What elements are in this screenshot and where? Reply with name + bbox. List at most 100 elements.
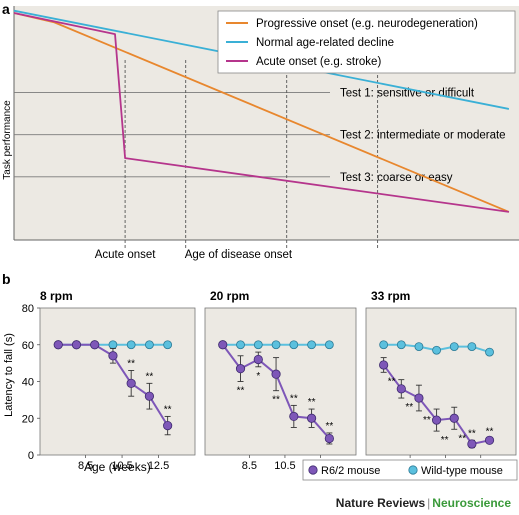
legend-label-2: Acute onset (e.g. stroke) <box>256 56 381 68</box>
journal-name: Nature Reviews <box>335 496 426 510</box>
wildtype-point <box>396 340 406 350</box>
x-annotation-1: Age of disease onset <box>185 249 293 261</box>
r62-point <box>306 413 317 423</box>
r62-point <box>414 393 424 403</box>
r62-point <box>144 391 155 401</box>
wildtype-point <box>449 342 459 351</box>
threshold-label-2: Test 2: intermediate or moderate <box>340 130 506 142</box>
wildtype-point <box>108 340 118 350</box>
panel-label-a: a <box>2 1 10 17</box>
footer-separator: | <box>427 496 431 510</box>
wildtype-point <box>324 340 334 350</box>
wildtype-point <box>485 347 494 357</box>
journal-footer: Nature Reviews | Neuroscience <box>336 496 511 510</box>
wildtype-point <box>126 340 136 350</box>
r62-point <box>431 415 442 425</box>
wildtype-point <box>145 340 154 350</box>
significance-mark: ** <box>388 376 396 387</box>
r62-point <box>379 360 389 370</box>
subplot-33-rpm: 8.510.512.5************** <box>365 307 517 472</box>
r62-point <box>235 364 246 374</box>
subplot-background <box>365 307 517 456</box>
significance-mark: ** <box>325 421 333 432</box>
r62-point <box>396 384 406 394</box>
significance-mark: ** <box>486 426 494 437</box>
y-tick-label: 40 <box>22 377 34 389</box>
r62-point <box>163 420 173 431</box>
significance-mark: ** <box>468 428 476 439</box>
wildtype-point <box>307 340 316 350</box>
panel-b-legend: R6/2 mouse Wild-type mouse <box>302 459 518 481</box>
wildtype-point <box>467 342 477 351</box>
panel-b-title-8rpm: 8 rpm <box>40 289 73 303</box>
y-tick-label: 60 <box>22 340 34 352</box>
wildtype-point <box>253 340 263 350</box>
panel-a: Task performance Test 1: sensitive or di… <box>2 6 519 261</box>
significance-mark: ** <box>146 371 154 382</box>
panel-label-b: b <box>2 271 11 287</box>
significance-mark: ** <box>458 433 466 444</box>
wildtype-point <box>271 340 281 350</box>
legend-wt-label: Wild-type mouse <box>421 465 503 477</box>
subplot-background <box>39 307 196 456</box>
x-annotation-0: Acute onset <box>95 249 157 261</box>
legend-wt-marker <box>408 465 418 475</box>
significance-mark: * <box>256 371 260 382</box>
panel-b-y-label: Latency to fall (s) <box>3 333 15 417</box>
significance-mark: ** <box>423 415 431 426</box>
threshold-label-3: Test 3: coarse or easy <box>340 172 453 184</box>
r62-point <box>53 340 63 350</box>
legend-r62-marker <box>308 465 318 475</box>
legend-label-1: Normal age-related decline <box>256 37 394 49</box>
r62-point <box>449 413 459 423</box>
r62-point <box>108 351 118 361</box>
r62-point <box>71 340 82 350</box>
wildtype-point <box>163 340 173 350</box>
panel-b: 0204060808.510.512.5******8.510.512.5***… <box>22 303 517 472</box>
threshold-label-1: Test 1: sensitive or difficult <box>340 88 475 100</box>
significance-mark: ** <box>164 404 172 415</box>
significance-mark: ** <box>272 395 280 406</box>
legend-box <box>217 10 516 74</box>
legend-r62-label: R6/2 mouse <box>321 465 380 477</box>
wildtype-point <box>289 340 299 350</box>
r62-point <box>126 378 136 388</box>
r62-point <box>484 435 495 445</box>
subplot-20-rpm: 8.510.512.5*********** <box>204 307 357 472</box>
panel-b-title-20rpm: 20 rpm <box>210 289 249 303</box>
r62-point <box>289 411 299 422</box>
wildtype-point <box>432 345 441 355</box>
panel-b-x-label: Age (weeks) <box>84 460 151 474</box>
y-tick-label: 20 <box>22 413 34 425</box>
x-tick-label: 10.5 <box>111 460 132 472</box>
journal-section: Neuroscience <box>432 496 511 510</box>
wildtype-point <box>379 340 389 350</box>
significance-mark: ** <box>441 435 449 446</box>
wildtype-point <box>236 340 245 350</box>
r62-point <box>253 354 263 365</box>
r62-point <box>271 369 281 379</box>
x-tick-label: 8.5 <box>78 460 93 472</box>
y-tick-label: 80 <box>22 303 34 315</box>
x-tick-label: 10.5 <box>274 460 295 472</box>
significance-mark: ** <box>405 402 413 413</box>
r62-point <box>324 433 334 444</box>
x-tick-label: 12.5 <box>148 460 169 472</box>
significance-mark: ** <box>127 358 135 369</box>
r62-point <box>467 439 477 449</box>
significance-mark: ** <box>308 397 316 408</box>
r62-point <box>218 340 228 350</box>
subplot-8-rpm: 0 20 40 60 80 8.5 10.5 12.5 ** ** ** <box>22 303 196 472</box>
panel-b-title-33rpm: 33 rpm <box>371 289 410 303</box>
panel-a-y-label: Task performance <box>2 100 13 180</box>
significance-mark: ** <box>237 386 245 397</box>
legend-label-0: Progressive onset (e.g. neurodegeneratio… <box>256 18 478 30</box>
r62-point <box>90 340 100 350</box>
y-tick-label: 0 <box>28 450 34 462</box>
x-tick-label: 8.5 <box>242 460 257 472</box>
significance-mark: ** <box>290 393 298 404</box>
series-line-2 <box>13 12 510 213</box>
subplot-background <box>204 307 357 456</box>
wildtype-point <box>414 342 424 351</box>
